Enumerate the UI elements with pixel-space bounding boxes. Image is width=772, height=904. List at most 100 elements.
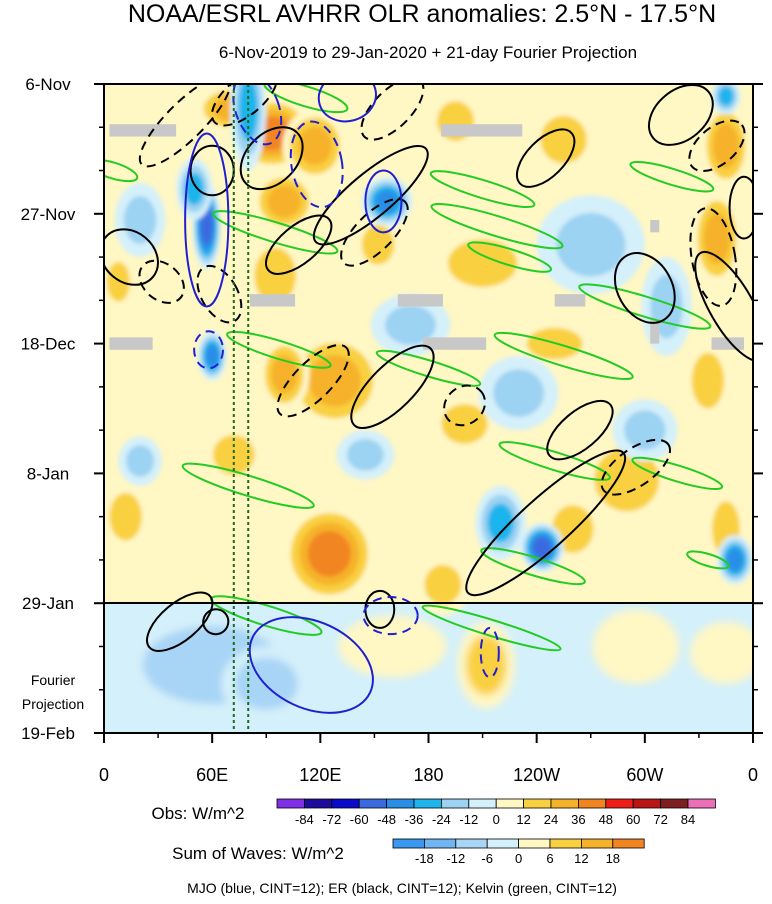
x-tick-label: 120E [299,765,341,785]
er-contour [516,128,576,188]
er-contour [276,344,350,418]
mjo-contour [362,596,419,636]
waves-colorbar: -18 -12 -6 0 6 12 18 [392,838,645,866]
colorbar-swatch [331,798,360,809]
kelvin-contour [498,441,611,481]
colorbar-swatch [468,798,497,809]
missing-data-patch [423,337,487,350]
y-tick-label: 27-Nov [21,205,76,224]
er-contour [340,198,409,267]
colorbar-swatch [605,798,634,809]
colorbar-swatch [392,838,425,849]
anomaly-level [441,404,488,444]
anomaly-level [184,173,204,206]
projection-blob [338,615,447,678]
colorbar-level-label: 72 [653,812,667,827]
x-tick-label: 120W [513,765,560,785]
y-tick-label: 6-Nov [25,75,71,94]
mjo-contour [317,84,377,123]
anomaly-level [556,213,626,277]
y-tick-label: 29-Jan [22,594,74,613]
colorbar-swatch [440,798,470,809]
projection-level [592,609,680,684]
er-contour [265,214,333,275]
er-contour [694,250,753,363]
anomaly-level [271,355,298,394]
er-contour [210,84,279,127]
colorbar-level-label: -72 [322,812,341,827]
colorbar-swatch [632,798,662,809]
anomaly-level [385,305,436,345]
anomaly-level [726,548,744,572]
colorbar-level-label: -12 [459,812,478,827]
er-contour [196,264,243,324]
er-contour [138,84,232,168]
colorbar-level-label: 36 [571,812,585,827]
colorbar-level-label: 24 [544,812,558,827]
kelvin-contour [181,462,315,509]
obs-colorbar-label: Obs: W/m^2 [152,804,245,823]
colorbar-swatch [495,798,525,809]
projection-blob [689,621,753,684]
mjo-contour [289,120,344,209]
kelvin-contour [375,349,482,387]
anomaly-level [106,262,130,302]
anomaly-blob [475,485,526,560]
colorbar-level-label: 12 [574,851,588,866]
anomaly-blob [197,331,227,381]
er-contour [600,438,672,496]
anomaly-level [267,185,302,218]
obs-colorbar: -84 -72 -60 -48 -36 -24 -12 0 12 24 36 48 60 72 84 [276,798,716,827]
mjo-contour [193,330,224,370]
er-contour [202,608,230,636]
mjo-contour [479,626,500,679]
kelvin-contour [430,203,564,250]
anomaly-level [540,115,587,164]
anomaly-level [200,207,213,245]
colorbar-level-label: 60 [626,812,640,827]
y-tick-label: 8-Jan [27,464,70,483]
projection-level [465,634,507,696]
anomaly-blob [428,393,501,455]
anomaly-blob [527,102,600,177]
er-contour [350,344,435,430]
anomaly-level [123,196,157,244]
colorbar-swatch [660,798,689,809]
colorbar-swatch [423,838,457,849]
kelvin-contour [480,547,586,586]
anomaly-blob [428,226,537,301]
anomaly-blob [104,250,137,313]
kelvin-contour [421,604,562,652]
er-contour [648,84,714,146]
colorbar-level-label: -36 [405,812,424,827]
anomaly-blob [192,182,222,270]
anomaly-blob [426,90,485,152]
anomaly-blob [536,195,645,295]
kelvin-contour [631,456,724,491]
y-axis: 6-Nov 27-Nov 18-Dec 8-Jan 29-Jan 19-Feb [21,75,763,743]
x-tick-label: 60W [626,765,663,785]
x-tick-label: 0 [99,765,109,785]
reference-longitude-lines [232,84,250,733]
colorbar-level-label: 6 [546,851,553,866]
colorbar-swatch [358,798,388,809]
colorbar-swatch [549,838,582,849]
colorbar-swatch [578,798,607,809]
projection-label-line2: Projection [22,696,84,712]
colorbar-swatch [276,798,305,809]
mjo-contour [364,169,403,234]
anomaly-blob [282,504,377,604]
anomaly-level [487,503,514,543]
anomaly-blob [716,535,753,585]
er-contour [312,145,429,246]
anomaly-level [298,126,332,166]
anomaly-blob [114,182,166,258]
kelvin-contour [429,170,536,209]
anomaly-level [254,247,297,304]
kelvin-contour [629,160,715,193]
anomaly-level [712,123,740,169]
kelvin-contour [493,331,634,381]
er-contour [360,84,425,141]
wave-contours-legend: MJO (blue, CINT=12); ER (black, CINT=12)… [187,880,617,896]
anomaly-level [532,537,552,559]
